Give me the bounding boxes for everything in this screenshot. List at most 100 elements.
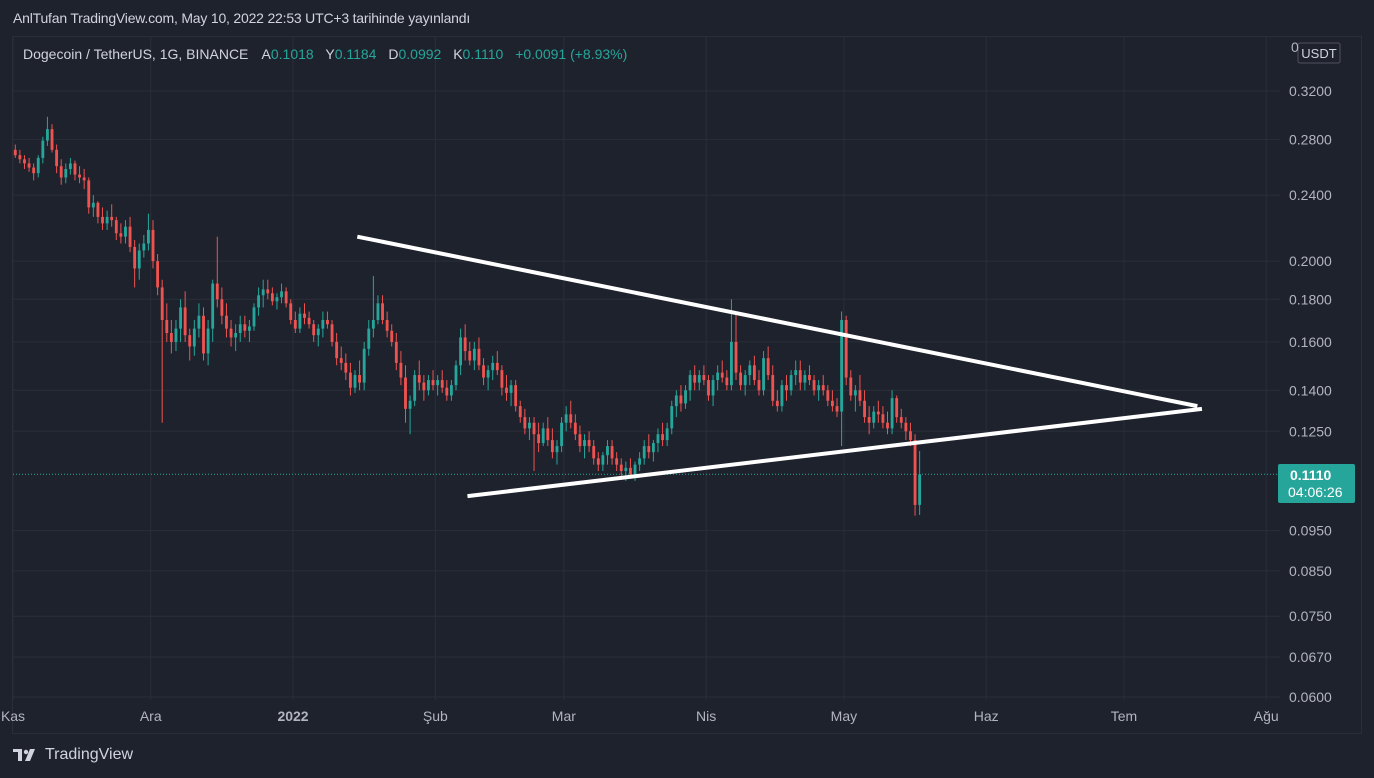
candle-body <box>390 330 394 342</box>
candle-body <box>404 377 407 409</box>
candle <box>610 440 614 465</box>
candle-body <box>752 365 756 381</box>
candle-body <box>202 315 205 354</box>
candle-body <box>739 372 743 386</box>
candle <box>684 385 687 409</box>
candle-body <box>794 370 798 376</box>
candle-body <box>858 390 862 401</box>
candle <box>211 279 215 342</box>
price-tick-label: 0.3200 <box>1289 83 1332 99</box>
candle <box>578 425 582 453</box>
candle-body <box>674 395 678 407</box>
candle-body <box>275 297 279 302</box>
candle <box>748 360 752 386</box>
candle-body <box>348 372 352 388</box>
candle <box>656 428 660 453</box>
candle <box>376 295 380 325</box>
candle-body <box>523 417 527 429</box>
candle-body <box>592 446 596 459</box>
candle-body <box>247 326 251 331</box>
candle-body <box>647 446 651 453</box>
time-tick-label: May <box>831 708 857 724</box>
candle <box>491 355 495 381</box>
change-value: +0.0091 (+8.93%) <box>515 46 627 62</box>
candle-body <box>463 337 467 352</box>
candle-body <box>803 375 807 383</box>
candle <box>32 163 36 181</box>
candle <box>312 319 316 342</box>
candle-body <box>472 348 476 361</box>
candle <box>881 406 885 429</box>
candle-body <box>431 380 435 386</box>
candle <box>422 375 426 401</box>
candle <box>867 406 871 435</box>
candle-body <box>748 365 752 376</box>
candle <box>358 360 362 391</box>
candle-body <box>183 307 187 336</box>
candle-body <box>344 362 348 373</box>
candle <box>408 395 412 435</box>
candle-body <box>743 375 747 386</box>
time-tick-label: Mar <box>552 708 576 724</box>
candle <box>752 355 756 386</box>
candle-body <box>835 406 839 412</box>
candle <box>339 346 343 371</box>
candle-body <box>720 372 724 378</box>
candle <box>284 287 288 308</box>
candle-body <box>812 380 816 391</box>
candle-body <box>321 319 325 329</box>
candle <box>472 341 476 371</box>
candle-body <box>192 328 196 347</box>
low-value: 0.0992 <box>398 46 441 62</box>
candle <box>427 375 430 396</box>
candle-body <box>64 168 68 178</box>
time-tick-label: Tem <box>1111 708 1137 724</box>
currency-button[interactable]: USDT <box>1297 42 1341 64</box>
candle-body <box>702 375 706 381</box>
time-tick-label: Nis <box>696 708 716 724</box>
candle-body <box>68 163 72 169</box>
candle <box>601 452 605 472</box>
candle-body <box>284 291 288 304</box>
candle-body <box>261 289 265 296</box>
candle <box>679 385 683 412</box>
price-tick-label: 0.1600 <box>1289 334 1332 350</box>
time-tick-label: Şub <box>423 708 448 724</box>
candle <box>169 319 173 354</box>
trendline-ascending-support[interactable] <box>467 406 1203 499</box>
candle-body <box>642 446 646 459</box>
candle <box>202 307 205 361</box>
candle-body <box>808 375 811 381</box>
candle-body <box>289 303 293 320</box>
candle-body <box>491 362 495 371</box>
candle <box>105 210 109 230</box>
price-tick-label: 0.0600 <box>1289 689 1332 705</box>
candle-body <box>206 328 210 354</box>
candle-body <box>477 348 481 366</box>
candle <box>137 243 141 280</box>
candle-body <box>876 411 880 415</box>
candle-body <box>886 422 889 429</box>
candle <box>454 360 458 391</box>
candle-body <box>601 455 605 465</box>
candle <box>693 365 697 391</box>
candle-body <box>362 348 366 383</box>
candle-body <box>303 313 306 318</box>
candle-body <box>459 337 463 366</box>
candle <box>188 328 192 361</box>
candle <box>348 362 352 396</box>
trendlines <box>356 234 1203 499</box>
candle-body <box>909 431 912 441</box>
candle <box>550 428 554 459</box>
candle <box>849 370 853 401</box>
candle <box>642 440 646 465</box>
candle <box>270 287 274 306</box>
price-tick-partial: 0 <box>1291 39 1299 55</box>
candle-body <box>661 434 664 441</box>
candle-body <box>697 375 701 383</box>
candle-body <box>615 458 619 465</box>
candle-body <box>849 377 853 396</box>
trendline-descending-resistance[interactable] <box>356 234 1198 409</box>
candle <box>569 400 573 429</box>
